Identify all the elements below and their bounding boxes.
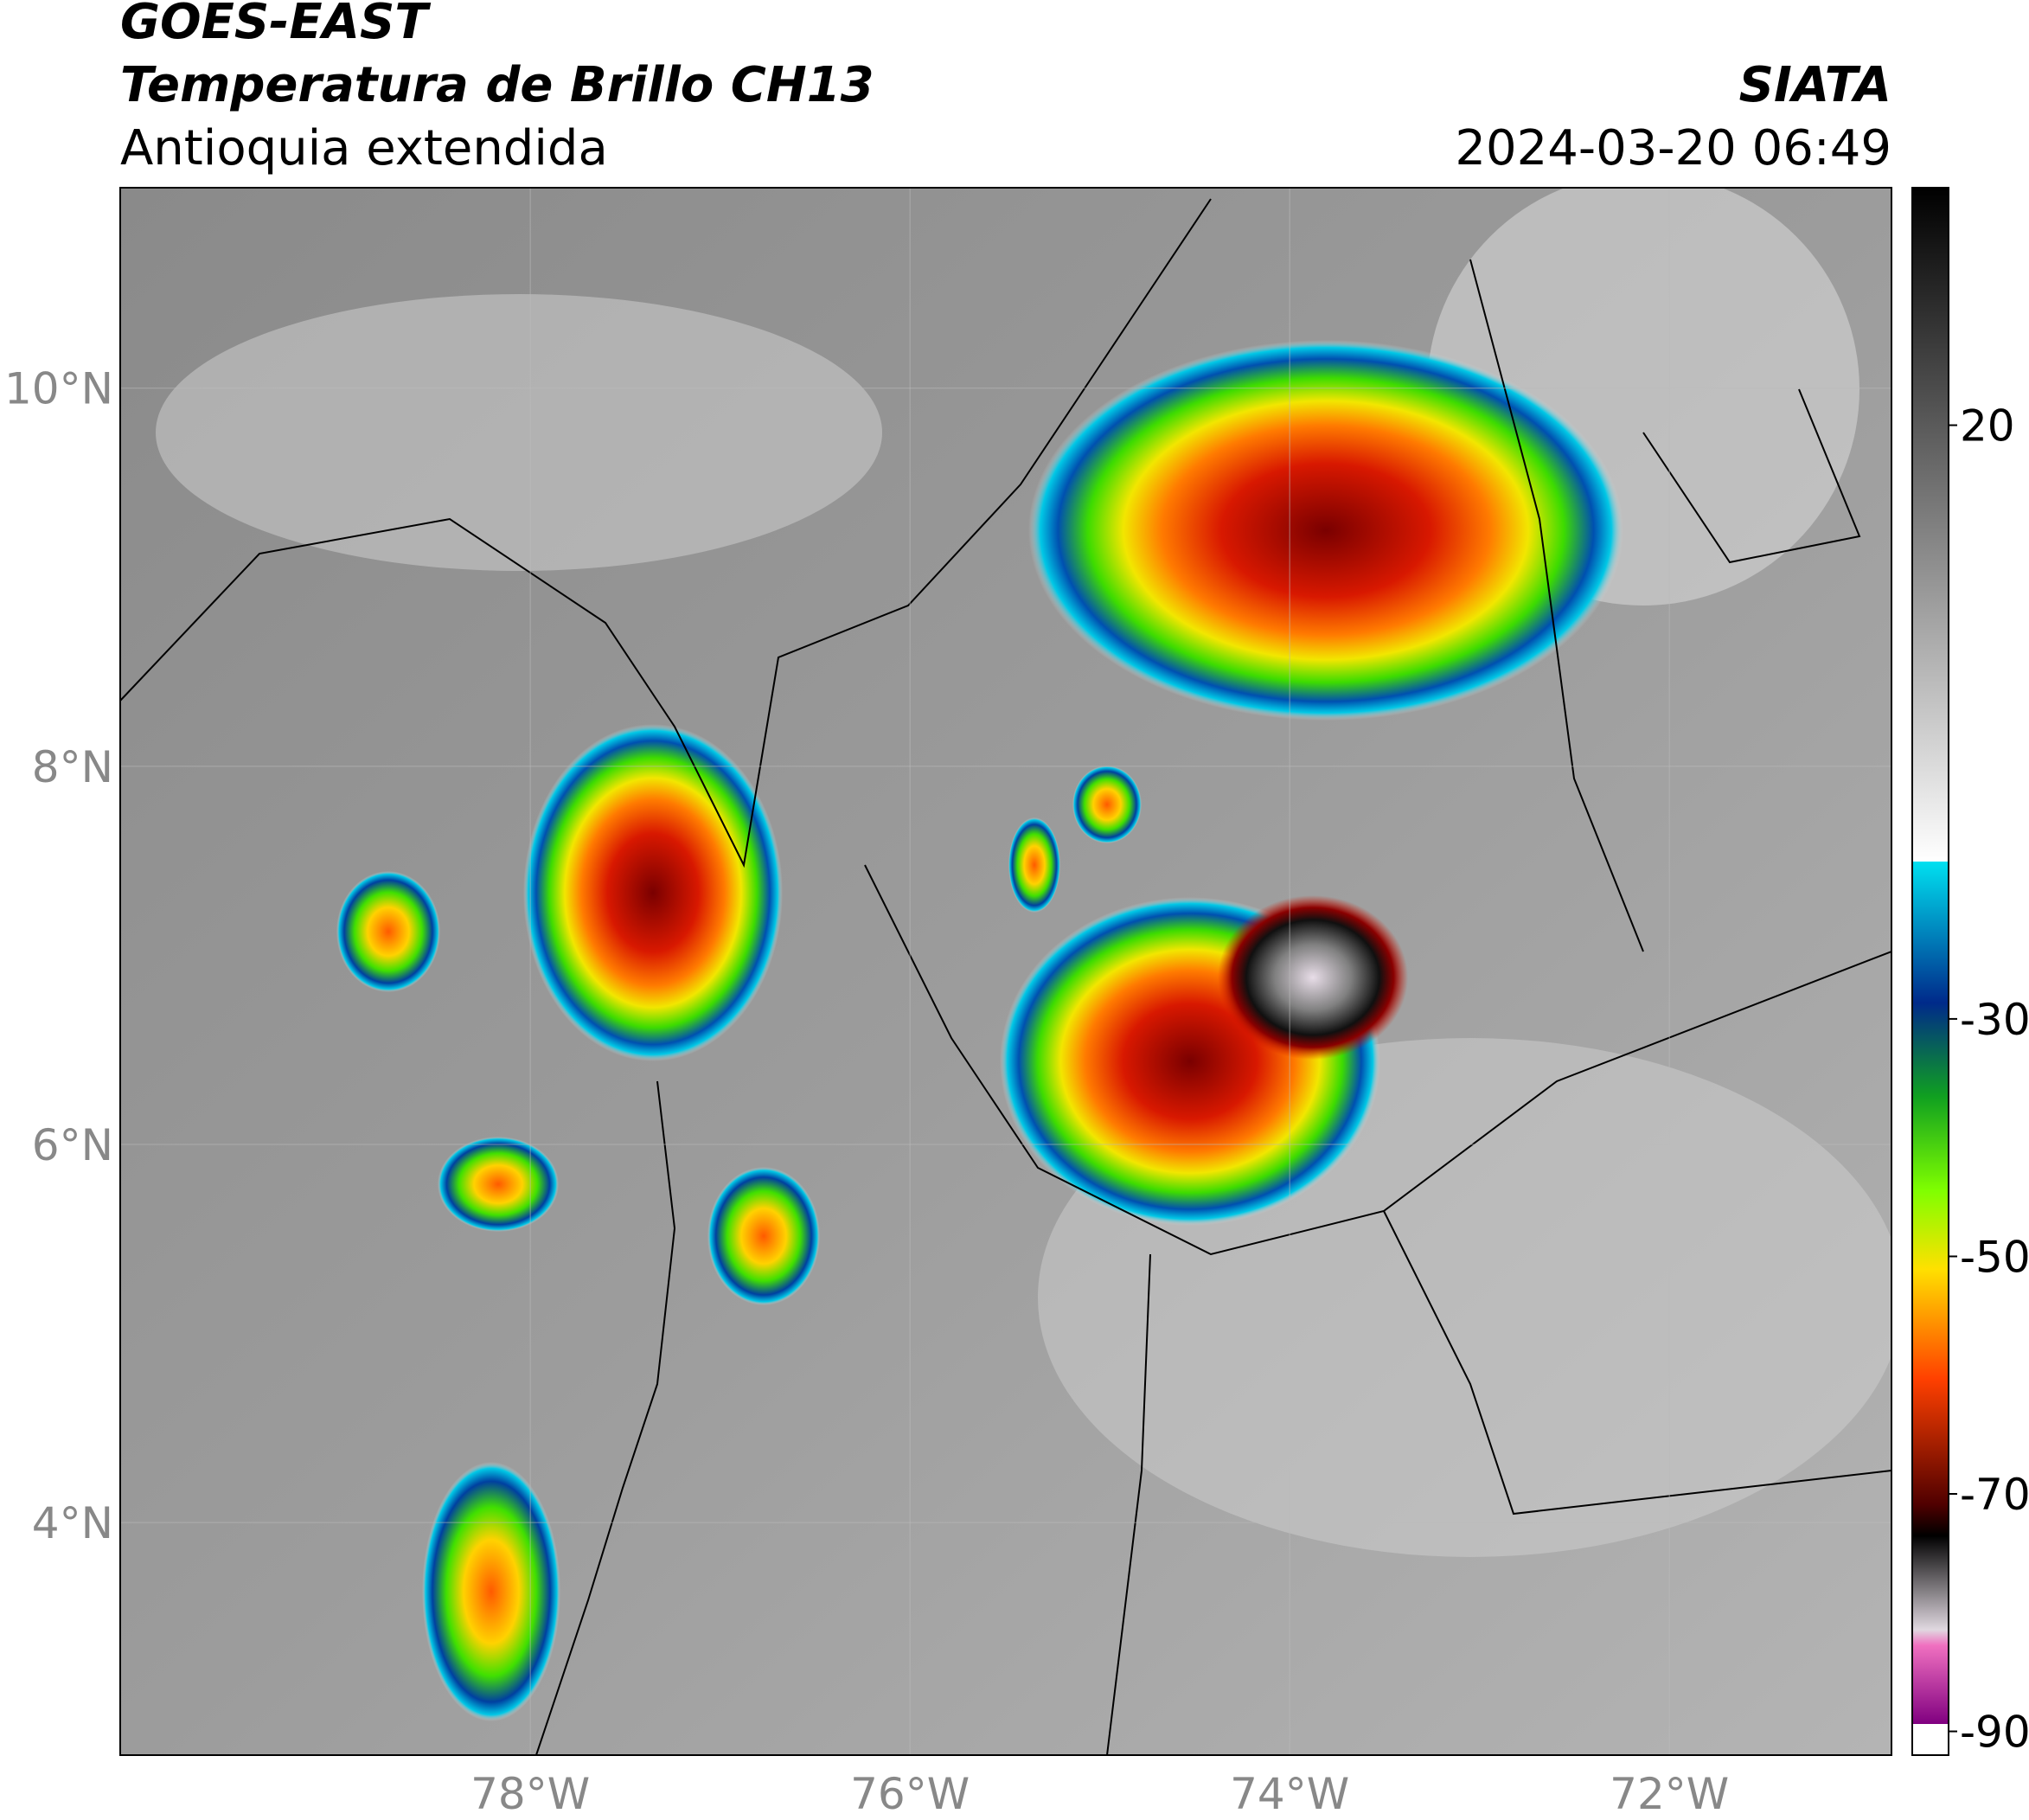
x-tick-label: 78°W <box>470 1769 590 1817</box>
x-tick-label: 72°W <box>1610 1769 1729 1817</box>
x-tick-label: 76°W <box>850 1769 970 1817</box>
map-image <box>120 188 1891 1755</box>
colorbar-tick-label: -70 <box>1960 1470 2029 1520</box>
subtitle: Temperatura de Brillo CH13 <box>120 57 874 113</box>
y-tick-label: 6°N <box>32 1120 113 1170</box>
source: SIATA <box>1739 57 1891 113</box>
colorbar-tick-label: -30 <box>1960 995 2029 1045</box>
colorbar-tick-label: 20 <box>1960 401 2015 452</box>
datetime: 2024-03-20 06:49 <box>1455 120 1891 176</box>
map-frame <box>119 187 1892 1756</box>
colorbar-tick-label: -50 <box>1960 1232 2029 1282</box>
y-tick-label: 10°N <box>4 364 113 414</box>
colorbar-tick-label: -90 <box>1960 1708 2029 1758</box>
title: GOES-EAST <box>120 0 431 50</box>
region: Antioquia extendida <box>120 120 608 176</box>
x-tick-label: 74°W <box>1230 1769 1349 1817</box>
colorbar <box>1911 187 1949 1756</box>
y-tick-label: 8°N <box>32 742 113 792</box>
y-tick-label: 4°N <box>32 1498 113 1548</box>
